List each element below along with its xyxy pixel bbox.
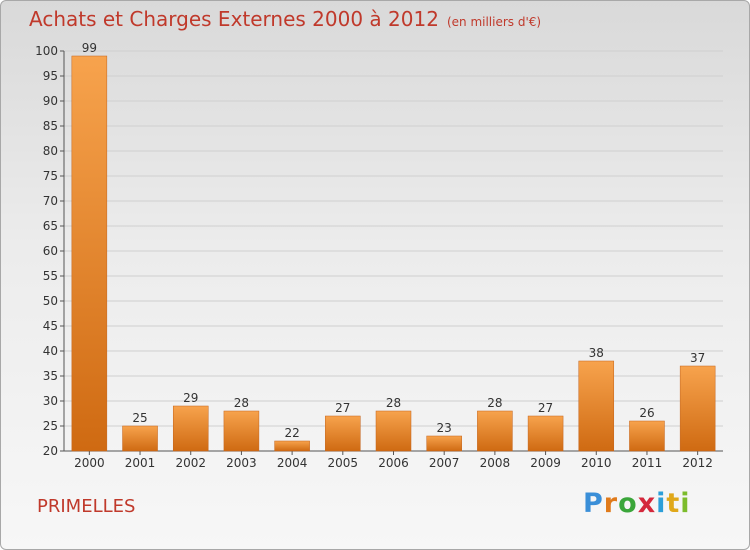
bar-value-label: 38: [589, 346, 604, 360]
bar: [426, 435, 462, 452]
bar-value-label: 25: [132, 411, 147, 425]
chart-title: Achats et Charges Externes 2000 à 2012 (e…: [29, 7, 541, 31]
bar: [325, 415, 361, 452]
y-tick-label: 25: [43, 419, 58, 433]
bar-value-label: 29: [183, 391, 198, 405]
y-tick-label: 40: [43, 344, 58, 358]
x-tick-label: 2002: [175, 456, 206, 470]
commune-name: PRIMELLES: [37, 496, 136, 517]
bar: [223, 410, 260, 452]
y-tick-label: 75: [43, 169, 58, 183]
bar: [629, 420, 665, 452]
y-tick-label: 100: [35, 44, 58, 58]
bar: [71, 55, 108, 452]
y-tick-label: 95: [43, 69, 58, 83]
x-tick-label: 2012: [682, 456, 713, 470]
labels: 20 25 30 35 40 45 50 55 60 65 70 75 80 85 90 95 100 99 200…: [35, 41, 713, 470]
y-tick-label: 70: [43, 194, 58, 208]
y-tick-label: 30: [43, 394, 58, 408]
x-tick-label: 2003: [226, 456, 257, 470]
bar: [527, 415, 564, 452]
logo-letter: t: [666, 488, 681, 519]
bar-value-label: 26: [639, 406, 654, 420]
x-tick-label: 2006: [378, 456, 409, 470]
x-tick-label: 2004: [277, 456, 308, 470]
y-tick-label: 65: [43, 219, 58, 233]
bar-value-label: 22: [284, 426, 299, 440]
logo-letter: r: [603, 488, 619, 519]
x-tick-label: 2005: [328, 456, 359, 470]
x-tick-label: 2000: [74, 456, 105, 470]
bars: [71, 55, 716, 452]
axes: [60, 50, 723, 455]
y-tick-label: 50: [43, 294, 58, 308]
proxiti-logo: Proxiti: [583, 488, 691, 519]
bar: [477, 410, 513, 452]
logo-letter: P: [583, 488, 604, 519]
bar: [274, 440, 310, 452]
y-tick-label: 85: [43, 119, 58, 133]
bar-value-label: 27: [335, 401, 350, 415]
x-tick-label: 2009: [530, 456, 561, 470]
title-main: Achats et Charges Externes 2000 à 2012: [29, 7, 439, 31]
bar-value-label: 28: [234, 396, 249, 410]
x-tick-label: 2007: [429, 456, 460, 470]
y-tick-label: 90: [43, 94, 58, 108]
y-tick-label: 45: [43, 319, 58, 333]
x-tick-label: 2008: [480, 456, 511, 470]
title-unit: (en milliers d'€): [446, 15, 542, 29]
logo-letter: i: [656, 488, 667, 519]
logo-letter: i: [680, 488, 691, 519]
y-tick-label: 80: [43, 144, 58, 158]
bar: [122, 425, 158, 452]
x-tick-label: 2010: [581, 456, 612, 470]
bar: [679, 365, 716, 452]
bar-value-label: 37: [690, 351, 705, 365]
y-tick-label: 55: [43, 269, 58, 283]
bar-value-label: 28: [386, 396, 401, 410]
logo-letter: x: [637, 488, 657, 519]
x-tick-label: 2011: [632, 456, 663, 470]
bar-value-label: 99: [82, 41, 97, 55]
logo-letter: o: [618, 488, 638, 519]
y-tick-label: 20: [43, 444, 58, 458]
bar: [172, 405, 209, 452]
y-tick-label: 35: [43, 369, 58, 383]
bar: [578, 360, 615, 452]
bar-value-label: 28: [487, 396, 502, 410]
bar-value-label: 27: [538, 401, 553, 415]
grid-lines: [64, 50, 723, 452]
y-tick-label: 60: [43, 244, 58, 258]
bar-value-label: 23: [437, 421, 452, 435]
bar: [375, 410, 412, 452]
x-tick-label: 2001: [125, 456, 156, 470]
